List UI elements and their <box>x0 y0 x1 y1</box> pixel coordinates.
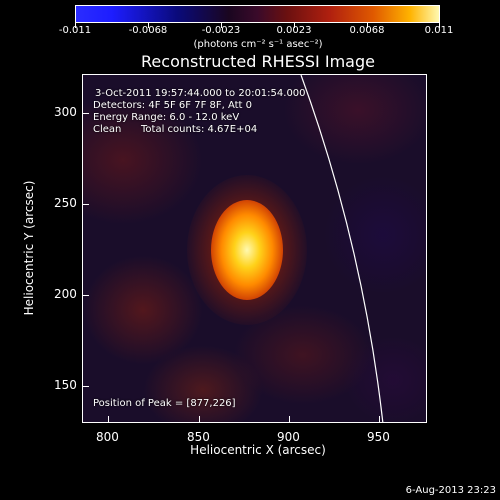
x-tick-mark <box>108 416 109 423</box>
y-tick-mark <box>82 295 89 296</box>
colorbar-tick-label: -0.0068 <box>128 25 168 36</box>
y-tick-label: 250 <box>54 196 77 210</box>
energy-range-text: Energy Range: 6.0 - 12.0 keV <box>93 112 240 123</box>
background-emission <box>323 175 426 295</box>
y-axis-title: Heliocentric Y (arcsec) <box>22 180 36 316</box>
x-tick-label: 800 <box>96 430 119 444</box>
colorbar-unit: (photons cm⁻² s⁻¹ asec⁻²) <box>193 39 323 50</box>
image-title: Reconstructed RHESSI Image <box>141 52 375 71</box>
colorbar-tick-label: 0.0023 <box>276 25 312 36</box>
peak-position-text: Position of Peak = [877,226] <box>93 398 236 409</box>
background-emission <box>143 345 263 422</box>
x-tick-mark <box>199 416 200 423</box>
x-axis-title: Heliocentric X (arcsec) <box>190 443 326 457</box>
colorbar-tick-label: 0.011 <box>424 25 454 36</box>
colorbar-tick-label: -0.0023 <box>201 25 241 36</box>
image-plot: 3-Oct-2011 19:57:44.000 to 20:01:54.000 … <box>82 74 427 423</box>
y-tick-label: 150 <box>54 378 77 392</box>
x-tick-mark <box>289 416 290 423</box>
x-tick-label: 850 <box>187 430 210 444</box>
render-timestamp: 6-Aug-2013 23:23 <box>405 485 496 496</box>
y-tick-mark <box>82 386 89 387</box>
flare-source-peak <box>211 200 283 300</box>
colorbar-tick <box>221 23 222 28</box>
colorbar-tick <box>439 23 440 28</box>
y-tick-label: 300 <box>54 105 77 119</box>
background-emission <box>343 335 426 422</box>
clean-label: Clean <box>93 124 122 135</box>
time-range-text: 3-Oct-2011 19:57:44.000 to 20:01:54.000 <box>95 88 306 99</box>
colorbar-tick <box>75 23 76 28</box>
x-tick-label: 950 <box>367 430 390 444</box>
colorbar-tick <box>294 23 295 28</box>
colorbar-tick <box>367 23 368 28</box>
colorbar-tick <box>148 23 149 28</box>
total-counts-text: Total counts: 4.67E+04 <box>141 124 258 135</box>
colorbar-tick-label: -0.011 <box>58 25 92 36</box>
x-tick-mark <box>379 416 380 423</box>
y-tick-mark <box>82 204 89 205</box>
colorbar-tick-label: 0.0068 <box>349 25 385 36</box>
x-tick-label: 900 <box>277 430 300 444</box>
detectors-text: Detectors: 4F 5F 6F 7F 8F, Att 0 <box>93 100 253 111</box>
y-tick-mark <box>82 113 89 114</box>
solar-limb <box>300 75 384 422</box>
colorbar <box>75 5 440 23</box>
y-tick-label: 200 <box>54 287 77 301</box>
colorbar-ticks <box>75 23 440 29</box>
